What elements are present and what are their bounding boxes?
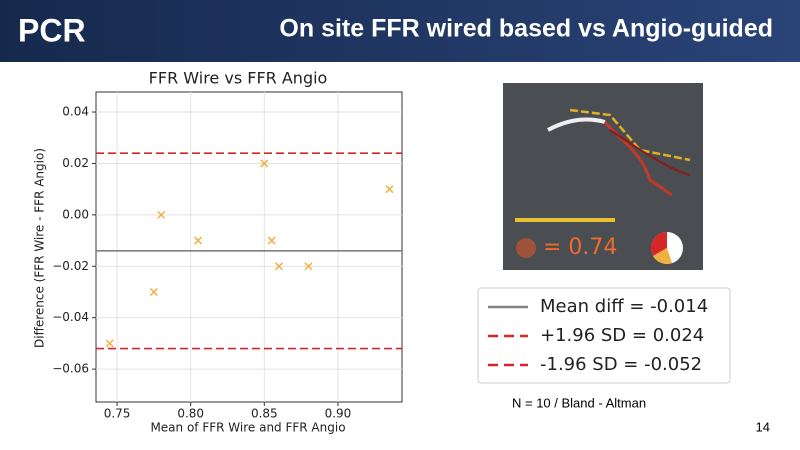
y-tick-label: −0.02 bbox=[52, 259, 89, 273]
x-axis-label: Mean of FFR Wire and FFR Angio bbox=[150, 421, 345, 435]
x-tick-label: 0.90 bbox=[325, 407, 352, 421]
legend-box bbox=[477, 287, 731, 384]
data-point bbox=[267, 236, 276, 245]
legend-label: +1.96 SD = 0.024 bbox=[540, 325, 704, 346]
y-tick-label: 0.02 bbox=[62, 156, 89, 170]
x-tick-label: 0.75 bbox=[104, 407, 131, 421]
data-point bbox=[385, 185, 394, 194]
data-point bbox=[105, 339, 114, 348]
data-point bbox=[260, 159, 269, 168]
data-point bbox=[194, 236, 203, 245]
header-bar bbox=[0, 0, 800, 62]
x-tick-label: 0.85 bbox=[251, 407, 278, 421]
scale-bar bbox=[515, 218, 615, 222]
vessel bbox=[603, 121, 673, 197]
vessel bbox=[609, 129, 691, 176]
data-point bbox=[275, 262, 284, 271]
y-tick-label: 0.00 bbox=[62, 207, 89, 221]
pie-icon-slice bbox=[650, 231, 667, 256]
y-tick-label: 0.04 bbox=[62, 105, 89, 119]
note: N = 10 / Bland - Altman bbox=[512, 395, 646, 410]
legend-label: Mean diff = -0.014 bbox=[540, 296, 708, 317]
y-tick-label: −0.04 bbox=[52, 310, 89, 324]
plot-frame bbox=[95, 91, 403, 403]
y-tick-label: −0.06 bbox=[52, 362, 89, 376]
vessel bbox=[569, 108, 691, 162]
angio-image: = 0.74 bbox=[503, 83, 703, 270]
x-tick-label: 0.80 bbox=[177, 407, 204, 421]
data-point bbox=[304, 262, 313, 271]
logo: PCR bbox=[18, 12, 86, 48]
data-point bbox=[149, 287, 158, 297]
inset-value: = 0.74 bbox=[543, 235, 617, 260]
pie-icon-slice bbox=[653, 248, 672, 264]
vessel bbox=[547, 117, 606, 132]
ffr-badge bbox=[516, 238, 536, 258]
chart-title: FFR Wire vs FFR Angio bbox=[149, 69, 328, 88]
page-number: 14 bbox=[756, 419, 770, 434]
data-point bbox=[157, 210, 166, 219]
legend-label: -1.96 SD = -0.052 bbox=[540, 354, 702, 375]
y-axis-label: Difference (FFR Wire - FFR Angio) bbox=[33, 148, 47, 348]
slide-title: On site FFR wired based vs Angio-guided bbox=[279, 15, 773, 43]
